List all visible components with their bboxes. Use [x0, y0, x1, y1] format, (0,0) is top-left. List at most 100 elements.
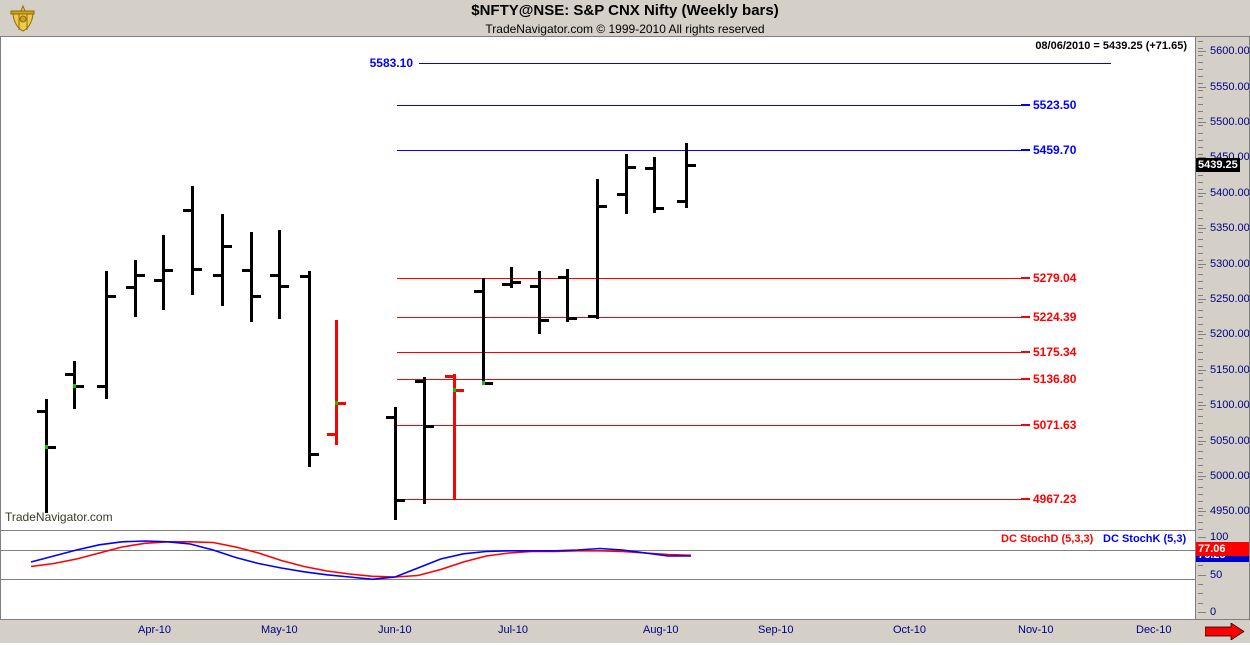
axis-minor-tick [1198, 429, 1203, 431]
axis-minor-tick [1198, 111, 1203, 113]
price-axis[interactable]: 5600.005550.005500.005450.005400.005350.… [1196, 36, 1250, 620]
resistance-line[interactable] [419, 63, 1111, 65]
axis-minor-tick [1198, 153, 1203, 155]
axis-minor-tick [1198, 75, 1203, 77]
stoch-axis-minor-tick [1198, 612, 1203, 613]
support-line[interactable] [397, 317, 1021, 319]
bar-signal-dot [453, 387, 456, 392]
axis-minor-tick [1198, 259, 1203, 261]
support-label: 5071.63 [1033, 418, 1077, 433]
axis-tick [1198, 121, 1206, 123]
stoch-axis-minor-tick [1198, 583, 1203, 585]
date-axis-label: Sep-10 [758, 624, 794, 636]
bar-open-tick [617, 192, 625, 196]
bar-close-tick [137, 274, 145, 278]
axis-tick [1198, 86, 1206, 88]
axis-minor-tick [1198, 196, 1203, 198]
plot-frame: 08/06/2010 = 5439.25 (+71.65) TradeNavig… [0, 36, 1196, 620]
bar-range [308, 270, 311, 468]
axis-minor-tick [1198, 104, 1203, 106]
bar-open-tick [300, 274, 308, 278]
axis-minor-tick [1198, 380, 1203, 382]
bar-range [653, 157, 656, 213]
bar-range [453, 373, 456, 500]
axis-minor-tick [1198, 387, 1203, 389]
right-arrow-icon[interactable] [1204, 622, 1245, 641]
bar-open-tick [327, 433, 335, 437]
stochastic-pane[interactable]: DC StochD (5,3,3) DC StochK (5,3) [1, 530, 1195, 620]
resistance-line[interactable] [397, 105, 1021, 107]
support-line[interactable] [397, 351, 1021, 353]
axis-minor-tick [1198, 316, 1203, 318]
axis-minor-tick [1198, 330, 1203, 332]
support-line[interactable] [397, 499, 1021, 501]
price-axis-label: 5250.00 [1210, 292, 1250, 305]
axis-minor-tick [1198, 189, 1203, 191]
bar-open-tick [65, 372, 73, 376]
bar-close-tick [513, 280, 521, 284]
axis-tick [1198, 192, 1206, 194]
price-axis-label: 5400.00 [1210, 186, 1250, 199]
bar-range [134, 259, 137, 318]
price-axis-label: 5100.00 [1210, 399, 1250, 412]
axis-minor-tick [1198, 401, 1203, 403]
axis-minor-tick [1198, 61, 1203, 63]
axis-minor-tick [1198, 231, 1203, 233]
axis-minor-tick [1198, 40, 1203, 42]
axis-minor-tick [1198, 337, 1203, 339]
level-dash-icon [1021, 316, 1030, 319]
axis-minor-tick [1198, 83, 1203, 84]
axis-minor-tick [1198, 175, 1203, 177]
bar-close-tick [165, 269, 173, 273]
axis-minor-tick [1198, 125, 1203, 127]
bar-range [105, 270, 108, 400]
stoch-axis-minor-tick [1198, 537, 1203, 538]
price-pane[interactable]: 08/06/2010 = 5439.25 (+71.65) TradeNavig… [1, 37, 1195, 529]
axis-minor-tick [1198, 47, 1203, 49]
price-axis-label: 5500.00 [1210, 115, 1250, 128]
support-line[interactable] [397, 425, 1021, 427]
bar-range [566, 269, 569, 322]
level-dash-icon [1021, 498, 1030, 501]
axis-tick [1198, 157, 1206, 159]
axis-minor-tick [1198, 309, 1203, 311]
bar-signal-dot [45, 445, 48, 450]
axis-minor-tick [1198, 493, 1203, 495]
axis-minor-tick [1198, 521, 1203, 523]
axis-minor-tick [1198, 68, 1203, 70]
axis-minor-tick [1198, 486, 1203, 488]
axis-minor-tick [1198, 252, 1203, 254]
bar-close-tick [397, 499, 405, 503]
bar-open-tick [415, 380, 423, 384]
bar-close-tick [541, 318, 549, 322]
bar-open-tick [154, 279, 162, 283]
axis-minor-tick [1198, 472, 1203, 474]
bar-close-tick [311, 453, 319, 457]
date-axis-label: Aug-10 [643, 624, 679, 636]
price-axis-label: 4950.00 [1210, 505, 1250, 518]
axis-minor-tick [1198, 274, 1203, 276]
level-dash-icon [1021, 277, 1030, 280]
axis-minor-tick [1198, 132, 1203, 134]
date-axis[interactable]: Apr-10 May-10 Jun-10 Jul-10 Aug-10 Sep-10 Oct-… [0, 620, 1196, 643]
stoch-axis-minor-tick [1198, 574, 1203, 576]
support-line[interactable] [397, 379, 1021, 381]
price-axis-label: 5550.00 [1210, 80, 1250, 93]
axis-minor-tick [1198, 352, 1203, 354]
support-label: 5136.80 [1033, 372, 1077, 387]
resistance-line[interactable] [397, 150, 1021, 152]
axis-tick [1198, 405, 1206, 407]
support-line[interactable] [397, 278, 1021, 280]
bar-range [394, 407, 397, 520]
axis-minor-tick [1198, 54, 1203, 56]
level-dash-icon [1021, 350, 1030, 353]
bar-close-tick [48, 446, 56, 450]
resistance-label: 5459.70 [1033, 143, 1077, 158]
support-label: 4967.23 [1033, 492, 1077, 507]
support-label: 5224.39 [1033, 310, 1077, 325]
stoch-axis-label: 50 [1210, 568, 1223, 581]
axis-minor-tick [1198, 288, 1203, 290]
axis-minor-tick [1198, 500, 1203, 502]
resistance-label: 5583.10 [369, 56, 413, 71]
